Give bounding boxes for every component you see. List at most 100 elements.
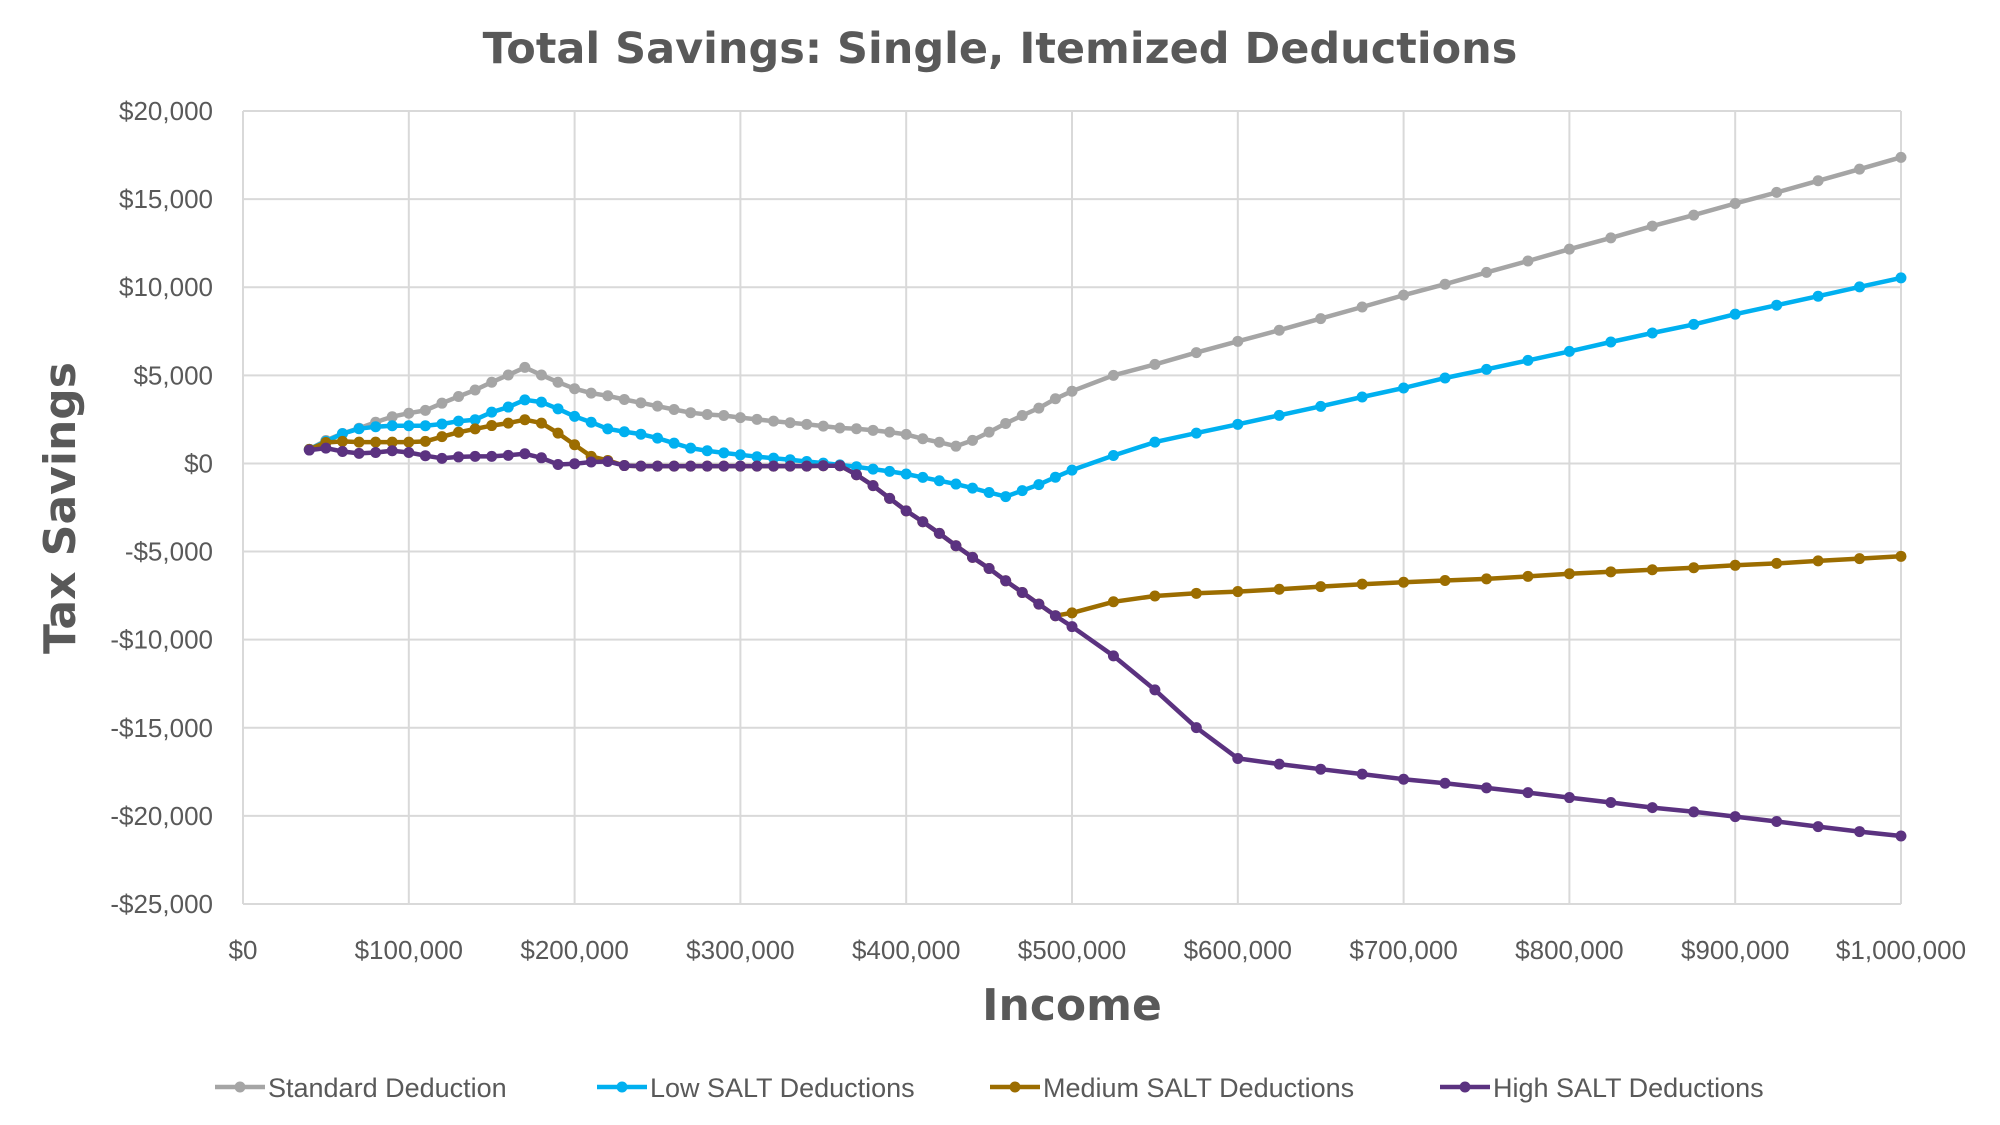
- data-point-high-salt-deductions: [486, 450, 498, 462]
- data-point-standard-deduction: [718, 410, 730, 422]
- data-point-high-salt-deductions: [1646, 802, 1658, 814]
- data-point-low-salt-deductions: [1016, 485, 1028, 497]
- data-point-medium-salt-deductions: [1107, 596, 1119, 608]
- data-point-standard-deduction: [403, 407, 415, 419]
- data-point-low-salt-deductions: [386, 420, 398, 432]
- data-point-low-salt-deductions: [353, 423, 365, 435]
- data-point-standard-deduction: [801, 418, 813, 430]
- data-point-standard-deduction: [1190, 347, 1202, 359]
- data-point-medium-salt-deductions: [1232, 586, 1244, 598]
- legend-label: Low SALT Deductions: [650, 1073, 915, 1103]
- data-point-low-salt-deductions: [1356, 391, 1368, 403]
- data-point-medium-salt-deductions: [353, 436, 365, 448]
- data-point-high-salt-deductions: [1771, 816, 1783, 828]
- legend-label: Medium SALT Deductions: [1043, 1073, 1354, 1103]
- data-point-standard-deduction: [1049, 393, 1061, 405]
- y-tick-label: -$15,000: [110, 713, 213, 743]
- data-point-standard-deduction: [436, 397, 448, 409]
- legend-item-standard-deduction: Standard Deduction: [215, 1073, 507, 1103]
- data-point-low-salt-deductions: [1439, 372, 1451, 384]
- data-point-standard-deduction: [1439, 278, 1451, 290]
- data-point-low-salt-deductions: [652, 432, 663, 444]
- data-point-medium-salt-deductions: [453, 426, 465, 438]
- data-point-standard-deduction: [502, 369, 514, 381]
- data-point-high-salt-deductions: [768, 460, 780, 472]
- data-point-standard-deduction: [1066, 385, 1078, 397]
- y-tick-label: $10,000: [119, 272, 213, 302]
- data-point-low-salt-deductions: [1033, 479, 1045, 491]
- x-tick-label: $100,000: [355, 935, 463, 965]
- data-point-standard-deduction: [1771, 186, 1783, 198]
- data-point-standard-deduction: [1356, 301, 1368, 313]
- data-point-standard-deduction: [1522, 255, 1534, 267]
- x-tick-label: $500,000: [1018, 935, 1126, 965]
- data-point-low-salt-deductions: [751, 451, 763, 463]
- data-point-standard-deduction: [519, 361, 531, 373]
- data-point-low-salt-deductions: [933, 475, 945, 487]
- data-point-standard-deduction: [850, 423, 862, 435]
- data-point-high-salt-deductions: [469, 450, 481, 462]
- data-point-low-salt-deductions: [1522, 354, 1534, 366]
- data-point-low-salt-deductions: [1273, 409, 1285, 421]
- data-point-low-salt-deductions: [618, 426, 630, 438]
- data-point-low-salt-deductions: [1066, 464, 1078, 476]
- data-point-high-salt-deductions: [1232, 752, 1244, 764]
- data-point-low-salt-deductions: [734, 449, 746, 461]
- data-point-medium-salt-deductions: [1812, 555, 1824, 567]
- data-point-medium-salt-deductions: [1729, 559, 1741, 571]
- data-point-standard-deduction: [983, 426, 995, 438]
- data-point-standard-deduction: [685, 407, 697, 419]
- data-point-high-salt-deductions: [303, 444, 315, 456]
- data-point-high-salt-deductions: [1812, 821, 1824, 833]
- data-point-high-salt-deductions: [801, 460, 813, 472]
- data-point-standard-deduction: [453, 390, 465, 402]
- data-point-high-salt-deductions: [535, 452, 547, 464]
- data-point-medium-salt-deductions: [519, 414, 531, 426]
- data-point-standard-deduction: [569, 383, 581, 395]
- x-tick-label: $400,000: [852, 935, 960, 965]
- data-point-high-salt-deductions: [1033, 598, 1045, 610]
- data-point-high-salt-deductions: [983, 562, 995, 574]
- data-point-medium-salt-deductions: [1688, 562, 1700, 574]
- data-point-high-salt-deductions: [917, 516, 929, 528]
- y-tick-label: -$25,000: [110, 889, 213, 919]
- data-point-medium-salt-deductions: [1315, 581, 1327, 593]
- x-tick-label: $900,000: [1681, 935, 1789, 965]
- x-tick-label: $0: [229, 935, 258, 965]
- data-point-medium-salt-deductions: [1066, 607, 1078, 619]
- data-point-standard-deduction: [1812, 175, 1824, 187]
- data-point-standard-deduction: [1315, 313, 1327, 325]
- data-point-high-salt-deductions: [569, 458, 581, 470]
- data-point-standard-deduction: [867, 424, 879, 436]
- data-point-standard-deduction: [1563, 243, 1575, 255]
- x-tick-label: $700,000: [1349, 935, 1457, 965]
- data-point-standard-deduction: [552, 376, 564, 388]
- x-axis-title: Income: [982, 980, 1162, 1031]
- data-point-low-salt-deductions: [1812, 290, 1824, 302]
- data-point-low-salt-deductions: [552, 403, 564, 415]
- data-point-high-salt-deductions: [519, 448, 531, 460]
- data-point-low-salt-deductions: [403, 420, 415, 432]
- data-point-standard-deduction: [535, 369, 547, 381]
- data-point-standard-deduction: [884, 426, 896, 438]
- data-point-standard-deduction: [469, 384, 481, 396]
- data-point-high-salt-deductions: [1895, 830, 1907, 842]
- data-point-high-salt-deductions: [950, 540, 962, 552]
- data-point-standard-deduction: [1398, 289, 1410, 301]
- data-point-standard-deduction: [635, 397, 647, 409]
- data-point-high-salt-deductions: [751, 460, 763, 472]
- data-point-high-salt-deductions: [1688, 806, 1700, 818]
- data-point-standard-deduction: [1000, 417, 1012, 429]
- legend-item-medium-salt-deductions: Medium SALT Deductions: [990, 1073, 1354, 1103]
- data-point-standard-deduction: [1688, 209, 1700, 221]
- legend-swatch-marker: [616, 1081, 628, 1093]
- data-point-medium-salt-deductions: [469, 423, 481, 435]
- data-point-high-salt-deductions: [1605, 796, 1617, 808]
- series-standard-deduction: [303, 151, 1907, 455]
- data-point-low-salt-deductions: [1481, 363, 1492, 375]
- data-point-medium-salt-deductions: [1646, 564, 1658, 576]
- data-point-medium-salt-deductions: [336, 435, 348, 447]
- data-point-high-salt-deductions: [1273, 758, 1285, 770]
- data-point-high-salt-deductions: [834, 460, 846, 472]
